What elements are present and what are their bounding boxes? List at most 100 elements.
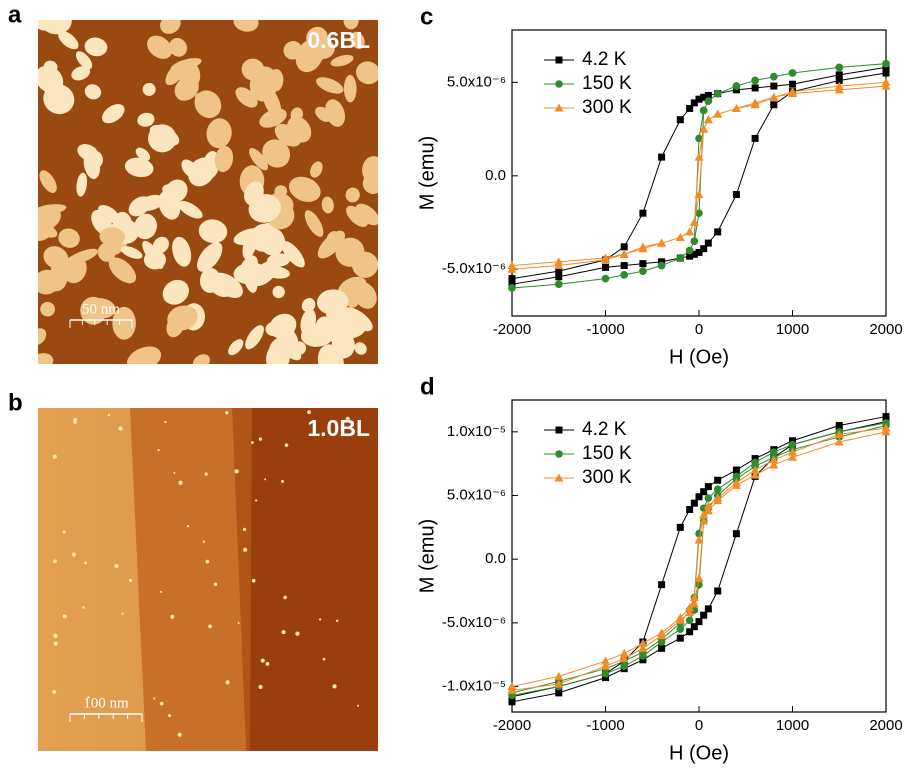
marker: [602, 670, 610, 678]
dot: [226, 680, 230, 684]
marker: [705, 494, 713, 502]
dot: [307, 410, 311, 414]
series-line: [512, 423, 886, 696]
marker: [621, 243, 628, 250]
marker: [789, 81, 796, 88]
dot: [63, 531, 66, 534]
dot: [168, 714, 171, 717]
dot: [235, 469, 239, 473]
marker: [658, 154, 665, 161]
marker: [508, 284, 516, 292]
dot: [54, 641, 58, 645]
marker: [686, 506, 693, 513]
marker: [509, 698, 516, 705]
marker: [704, 115, 713, 123]
marker: [602, 275, 610, 283]
marker: [700, 107, 708, 115]
x-tick-label: 0: [695, 321, 703, 338]
dot: [108, 414, 111, 417]
dot: [258, 685, 262, 689]
marker: [639, 652, 647, 660]
scale-label: 50 nm: [82, 301, 120, 317]
y-tick-label: 0.0: [485, 550, 506, 567]
dot: [160, 591, 162, 593]
marker: [685, 227, 694, 235]
scale-label: 100 nm: [83, 695, 129, 711]
marker: [686, 617, 694, 625]
y-tick-label: 5.0x10⁻⁶: [447, 486, 506, 503]
y-tick-label: -1.0x10⁻⁵: [442, 677, 506, 694]
marker: [714, 588, 721, 595]
sample-label: 1.0BL: [307, 415, 370, 441]
dot: [53, 560, 57, 564]
x-tick-label: -1000: [586, 717, 624, 734]
marker: [882, 60, 890, 68]
marker: [639, 267, 647, 275]
marker: [554, 672, 563, 680]
marker: [555, 450, 563, 458]
marker: [639, 260, 646, 267]
dot: [281, 480, 284, 483]
x-tick-label: 1000: [776, 321, 809, 338]
marker: [733, 530, 740, 537]
x-tick-label: 0: [695, 717, 703, 734]
dot: [84, 561, 87, 564]
dot: [283, 596, 286, 599]
dot: [53, 455, 57, 459]
legend-label: 150 K: [582, 443, 632, 464]
marker: [696, 618, 703, 625]
dot: [225, 411, 228, 414]
dot: [266, 662, 270, 666]
marker: [677, 635, 684, 642]
dot: [323, 658, 326, 661]
marker: [733, 191, 740, 198]
dot: [255, 499, 257, 501]
marker: [770, 83, 777, 90]
dot: [295, 631, 299, 635]
marker: [555, 80, 563, 88]
y-tick-label: 0.0: [485, 167, 506, 184]
marker: [714, 90, 722, 98]
dot: [118, 426, 122, 430]
legend-label: 4.2 K: [582, 419, 627, 440]
marker: [752, 135, 759, 142]
x-axis-label: H (Oe): [669, 742, 729, 764]
dot: [170, 615, 174, 619]
y-axis-label: M (emu): [416, 519, 438, 593]
marker: [658, 262, 666, 270]
dot: [129, 579, 132, 582]
dot: [153, 697, 155, 699]
dot: [53, 634, 57, 638]
marker: [705, 605, 712, 612]
x-tick-label: -2000: [493, 321, 531, 338]
dot: [285, 443, 289, 447]
marker: [691, 500, 698, 507]
marker: [714, 228, 721, 235]
marker: [686, 247, 694, 255]
dot: [243, 528, 246, 531]
marker: [695, 190, 704, 198]
dot: [203, 540, 205, 542]
marker: [555, 273, 562, 280]
marker: [686, 105, 693, 112]
panel-label: a: [8, 1, 22, 28]
dot: [205, 560, 209, 564]
marker: [752, 84, 759, 91]
dot: [173, 472, 175, 474]
dot: [160, 702, 164, 706]
marker: [789, 69, 797, 77]
legend-label: 300 K: [582, 97, 632, 118]
plot-frame: [512, 400, 886, 712]
dot: [73, 420, 76, 423]
dot: [178, 733, 182, 737]
marker: [700, 612, 707, 619]
marker: [677, 116, 684, 123]
marker: [639, 210, 646, 217]
panel-label: b: [8, 389, 23, 416]
marker: [621, 262, 628, 269]
x-tick-label: 2000: [869, 321, 902, 338]
dot: [82, 606, 85, 609]
marker: [883, 69, 890, 76]
marker: [658, 645, 665, 652]
y-axis-label: M (emu): [416, 136, 438, 210]
